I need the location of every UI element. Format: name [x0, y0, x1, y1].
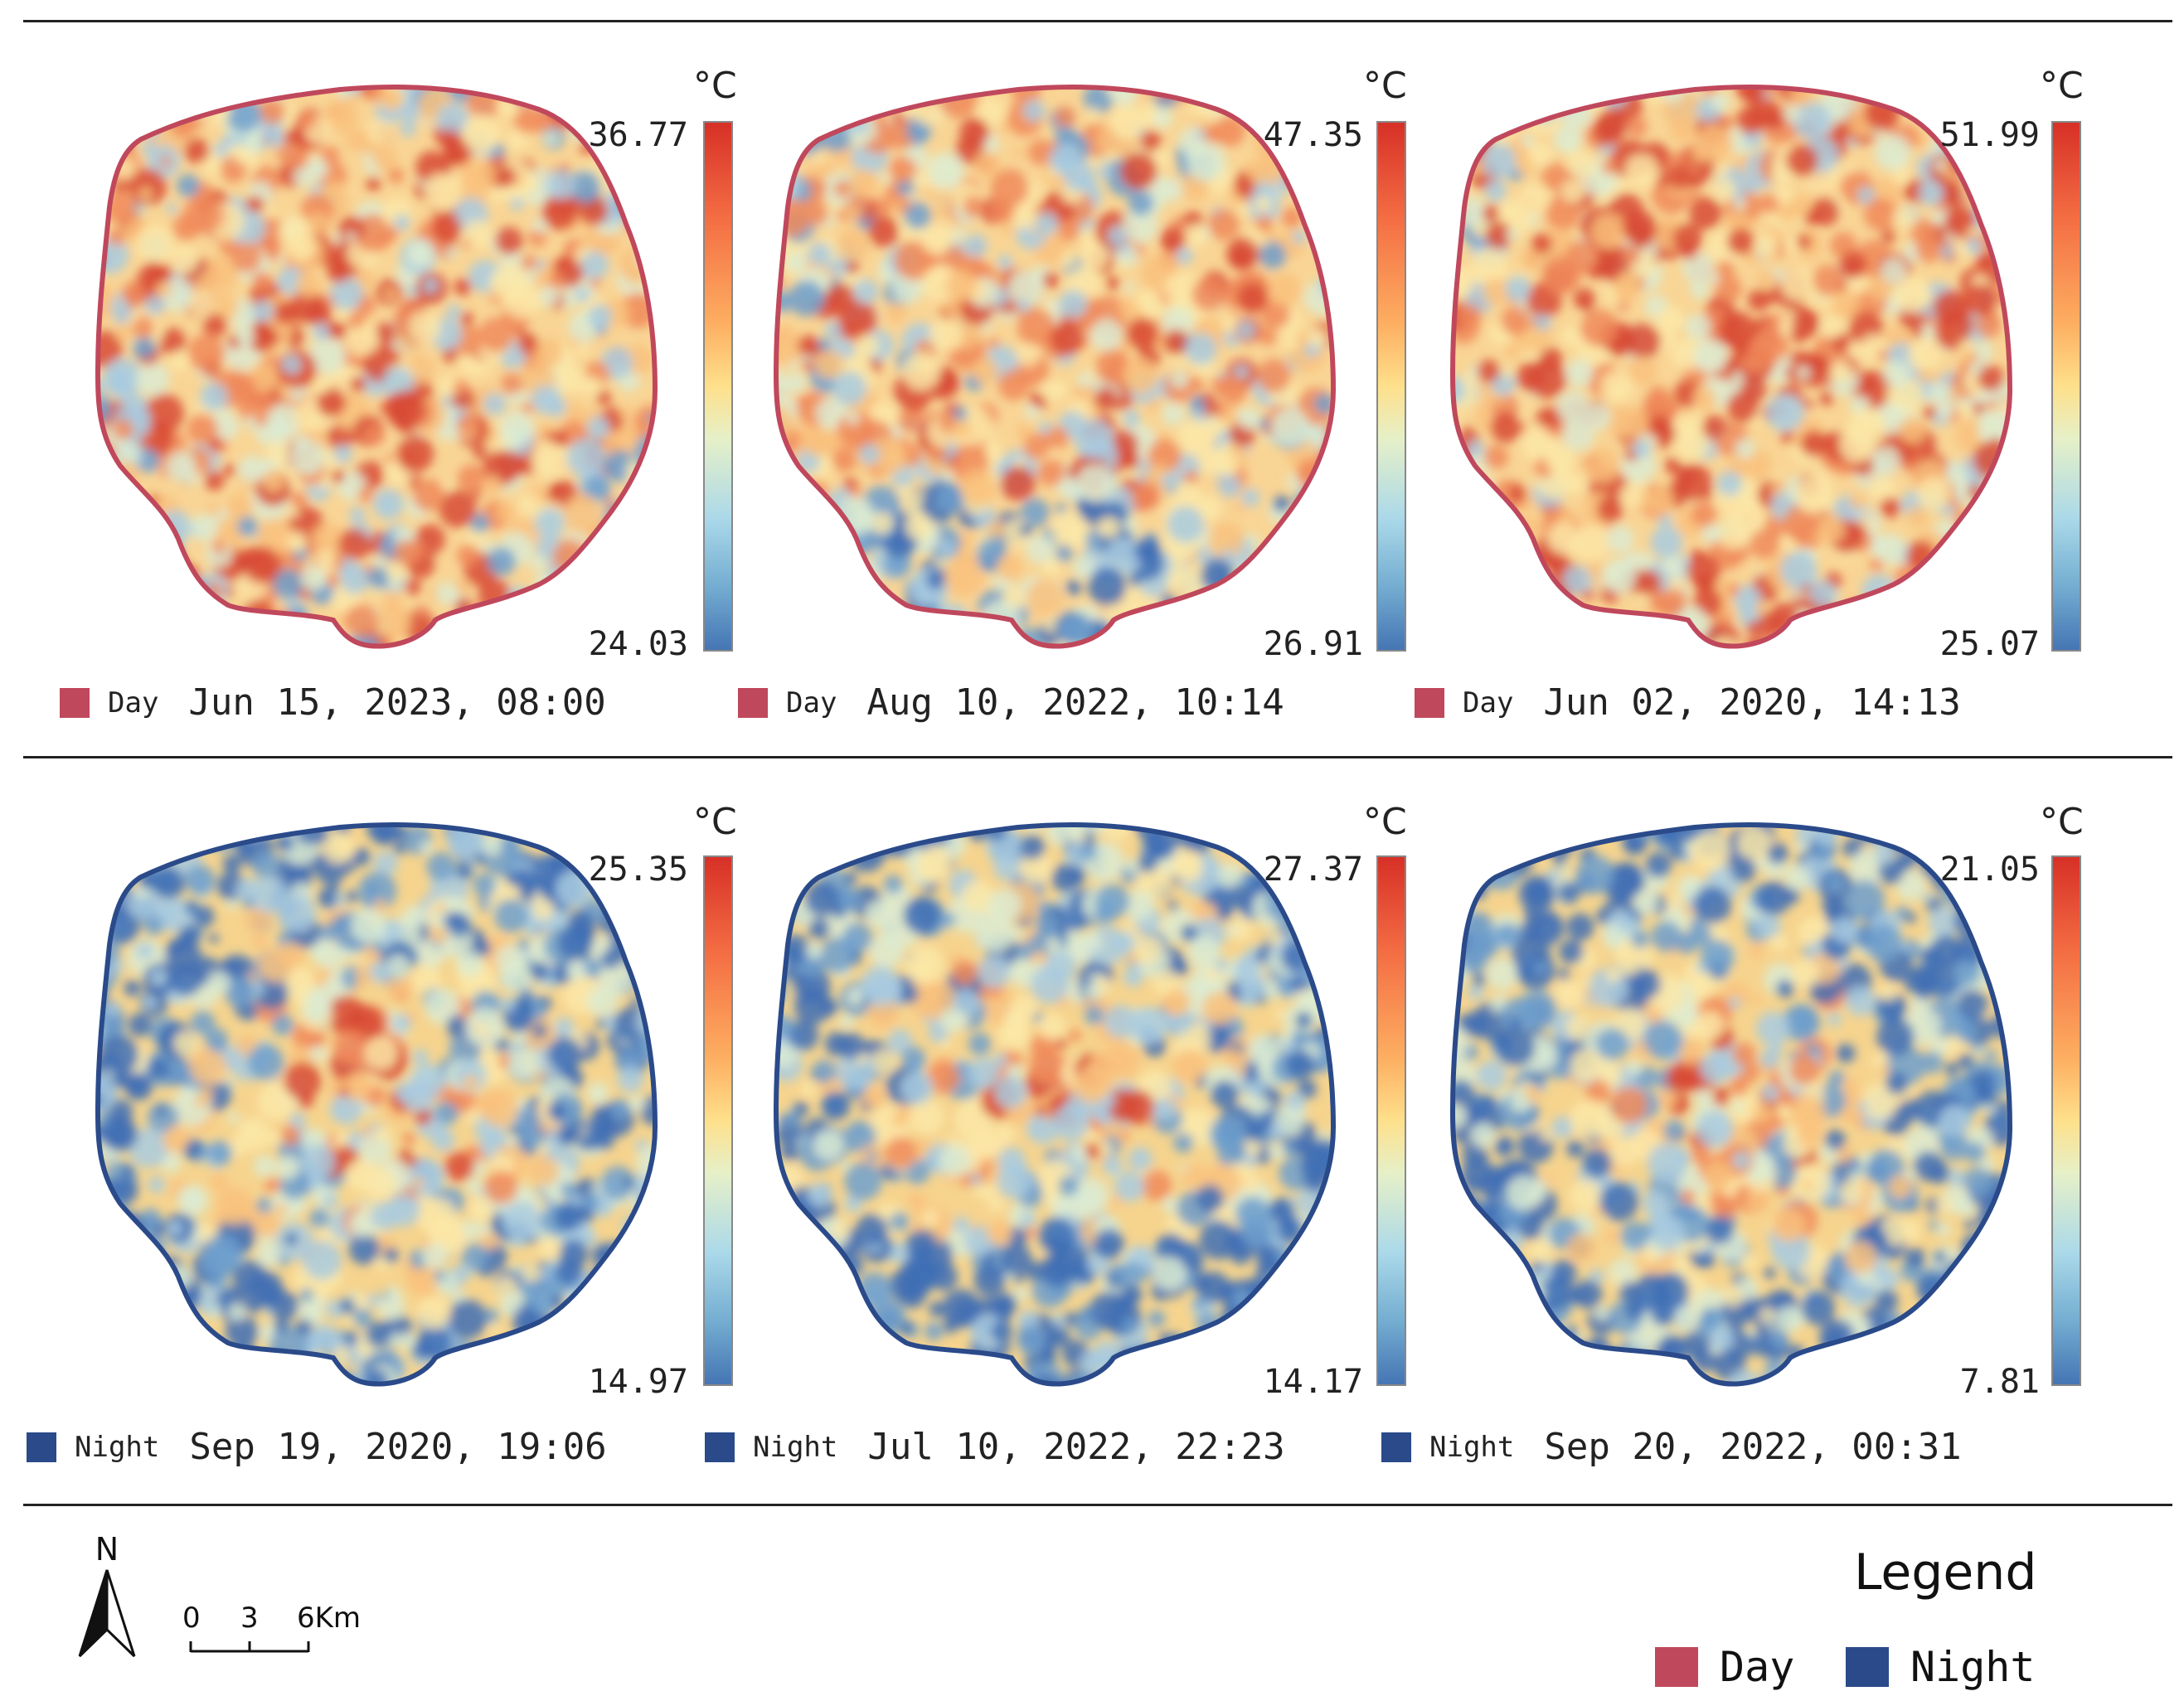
colorbar-max-3: 51.99 — [1939, 116, 2040, 154]
lst-map-5 — [773, 822, 1337, 1387]
scale-label-3: 3 — [240, 1602, 259, 1635]
colorbar-max-5: 27.37 — [1263, 850, 1363, 889]
boundary-outline — [95, 822, 658, 1387]
colorbar-min-3: 25.07 — [1939, 625, 2040, 663]
legend-title: Legend — [1854, 1543, 2037, 1602]
caption-1: Day Jun 15, 2023, 08:00 — [60, 681, 606, 724]
datetime-label: Jul 10, 2022, 22:23 — [867, 1426, 1285, 1468]
boundary-outline — [773, 822, 1337, 1387]
night-swatch — [27, 1432, 56, 1462]
caption-6: Night Sep 20, 2022, 00:31 — [1381, 1426, 1962, 1468]
colorbar-1 — [703, 121, 733, 652]
unit-label-1: °C — [693, 65, 737, 107]
lst-map-3 — [1449, 85, 2013, 649]
period-label: Day — [108, 686, 159, 720]
scale-label-0: 0 — [182, 1602, 201, 1635]
colorbar-min-1: 24.03 — [588, 625, 688, 663]
lst-panel-1 — [0, 0, 672, 655]
colorbar-2 — [1376, 121, 1406, 652]
lst-map-1 — [95, 85, 658, 649]
lst-panel-5 — [678, 738, 1350, 1393]
period-label: Day — [1463, 686, 1514, 720]
colorbar-max-2: 47.35 — [1263, 116, 1363, 154]
datetime-label: Jun 02, 2020, 14:13 — [1543, 681, 1961, 724]
datetime-label: Sep 20, 2022, 00:31 — [1544, 1426, 1962, 1468]
colorbar-min-6: 7.81 — [1959, 1363, 2040, 1401]
lst-map-6 — [1449, 822, 2013, 1387]
colorbar-6 — [2051, 855, 2081, 1386]
period-label: Night — [75, 1430, 160, 1464]
lst-panel-4 — [0, 738, 672, 1393]
colorbar-min-2: 26.91 — [1263, 625, 1363, 663]
scale-bar: 0 3 6Km — [181, 1602, 361, 1660]
colorbar-max-6: 21.05 — [1939, 850, 2040, 889]
datetime-label: Aug 10, 2022, 10:14 — [866, 681, 1284, 724]
north-label: N — [95, 1532, 119, 1568]
scale-label-6km: 6Km — [297, 1602, 362, 1635]
colorbar-5 — [1376, 855, 1406, 1386]
boundary-outline — [773, 85, 1337, 649]
night-swatch — [1381, 1432, 1411, 1462]
boundary-outline — [1449, 822, 2013, 1387]
colorbar-3 — [2051, 121, 2081, 652]
datetime-label: Jun 15, 2023, 08:00 — [188, 681, 606, 724]
lst-panel-3 — [1355, 0, 2026, 655]
legend-day-label: Day — [1720, 1643, 1795, 1691]
unit-label-6: °C — [2040, 801, 2084, 843]
bottom-rule — [23, 1504, 2172, 1506]
legend-item-night: Night — [1846, 1643, 2036, 1691]
caption-5: Night Jul 10, 2022, 22:23 — [705, 1426, 1285, 1468]
legend-night-swatch — [1846, 1647, 1889, 1687]
day-swatch — [1415, 687, 1444, 718]
unit-label-4: °C — [693, 801, 737, 843]
caption-3: Day Jun 02, 2020, 14:13 — [1415, 681, 1961, 724]
unit-label-2: °C — [1363, 65, 1407, 107]
period-label: Night — [753, 1430, 838, 1464]
legend-day-swatch — [1655, 1647, 1698, 1687]
colorbar-max-4: 25.35 — [588, 850, 688, 889]
boundary-outline — [95, 85, 658, 649]
colorbar-min-5: 14.17 — [1263, 1363, 1363, 1401]
caption-2: Day Aug 10, 2022, 10:14 — [738, 681, 1284, 724]
legend-item-day: Day — [1655, 1643, 1794, 1691]
day-swatch — [60, 687, 90, 718]
lst-panel-2 — [678, 0, 1350, 655]
period-label: Day — [786, 686, 837, 720]
north-arrow-icon: N — [78, 1532, 136, 1658]
caption-4: Night Sep 19, 2020, 19:06 — [27, 1426, 607, 1468]
colorbar-4 — [703, 855, 733, 1386]
boundary-outline — [1449, 85, 2013, 649]
unit-label-5: °C — [1363, 801, 1407, 843]
day-swatch — [738, 687, 768, 718]
lst-map-2 — [773, 85, 1337, 649]
colorbar-min-4: 14.97 — [588, 1363, 688, 1401]
scale-bar-ticks — [189, 1641, 310, 1653]
middle-rule — [23, 756, 2172, 758]
period-label: Night — [1429, 1430, 1515, 1464]
unit-label-3: °C — [2040, 65, 2084, 107]
night-swatch — [705, 1432, 735, 1462]
colorbar-max-1: 36.77 — [588, 116, 688, 154]
top-rule — [23, 20, 2172, 22]
lst-map-4 — [95, 822, 658, 1387]
datetime-label: Sep 19, 2020, 19:06 — [189, 1426, 607, 1468]
legend-night-label: Night — [1910, 1643, 2036, 1691]
lst-panel-6 — [1355, 738, 2026, 1393]
